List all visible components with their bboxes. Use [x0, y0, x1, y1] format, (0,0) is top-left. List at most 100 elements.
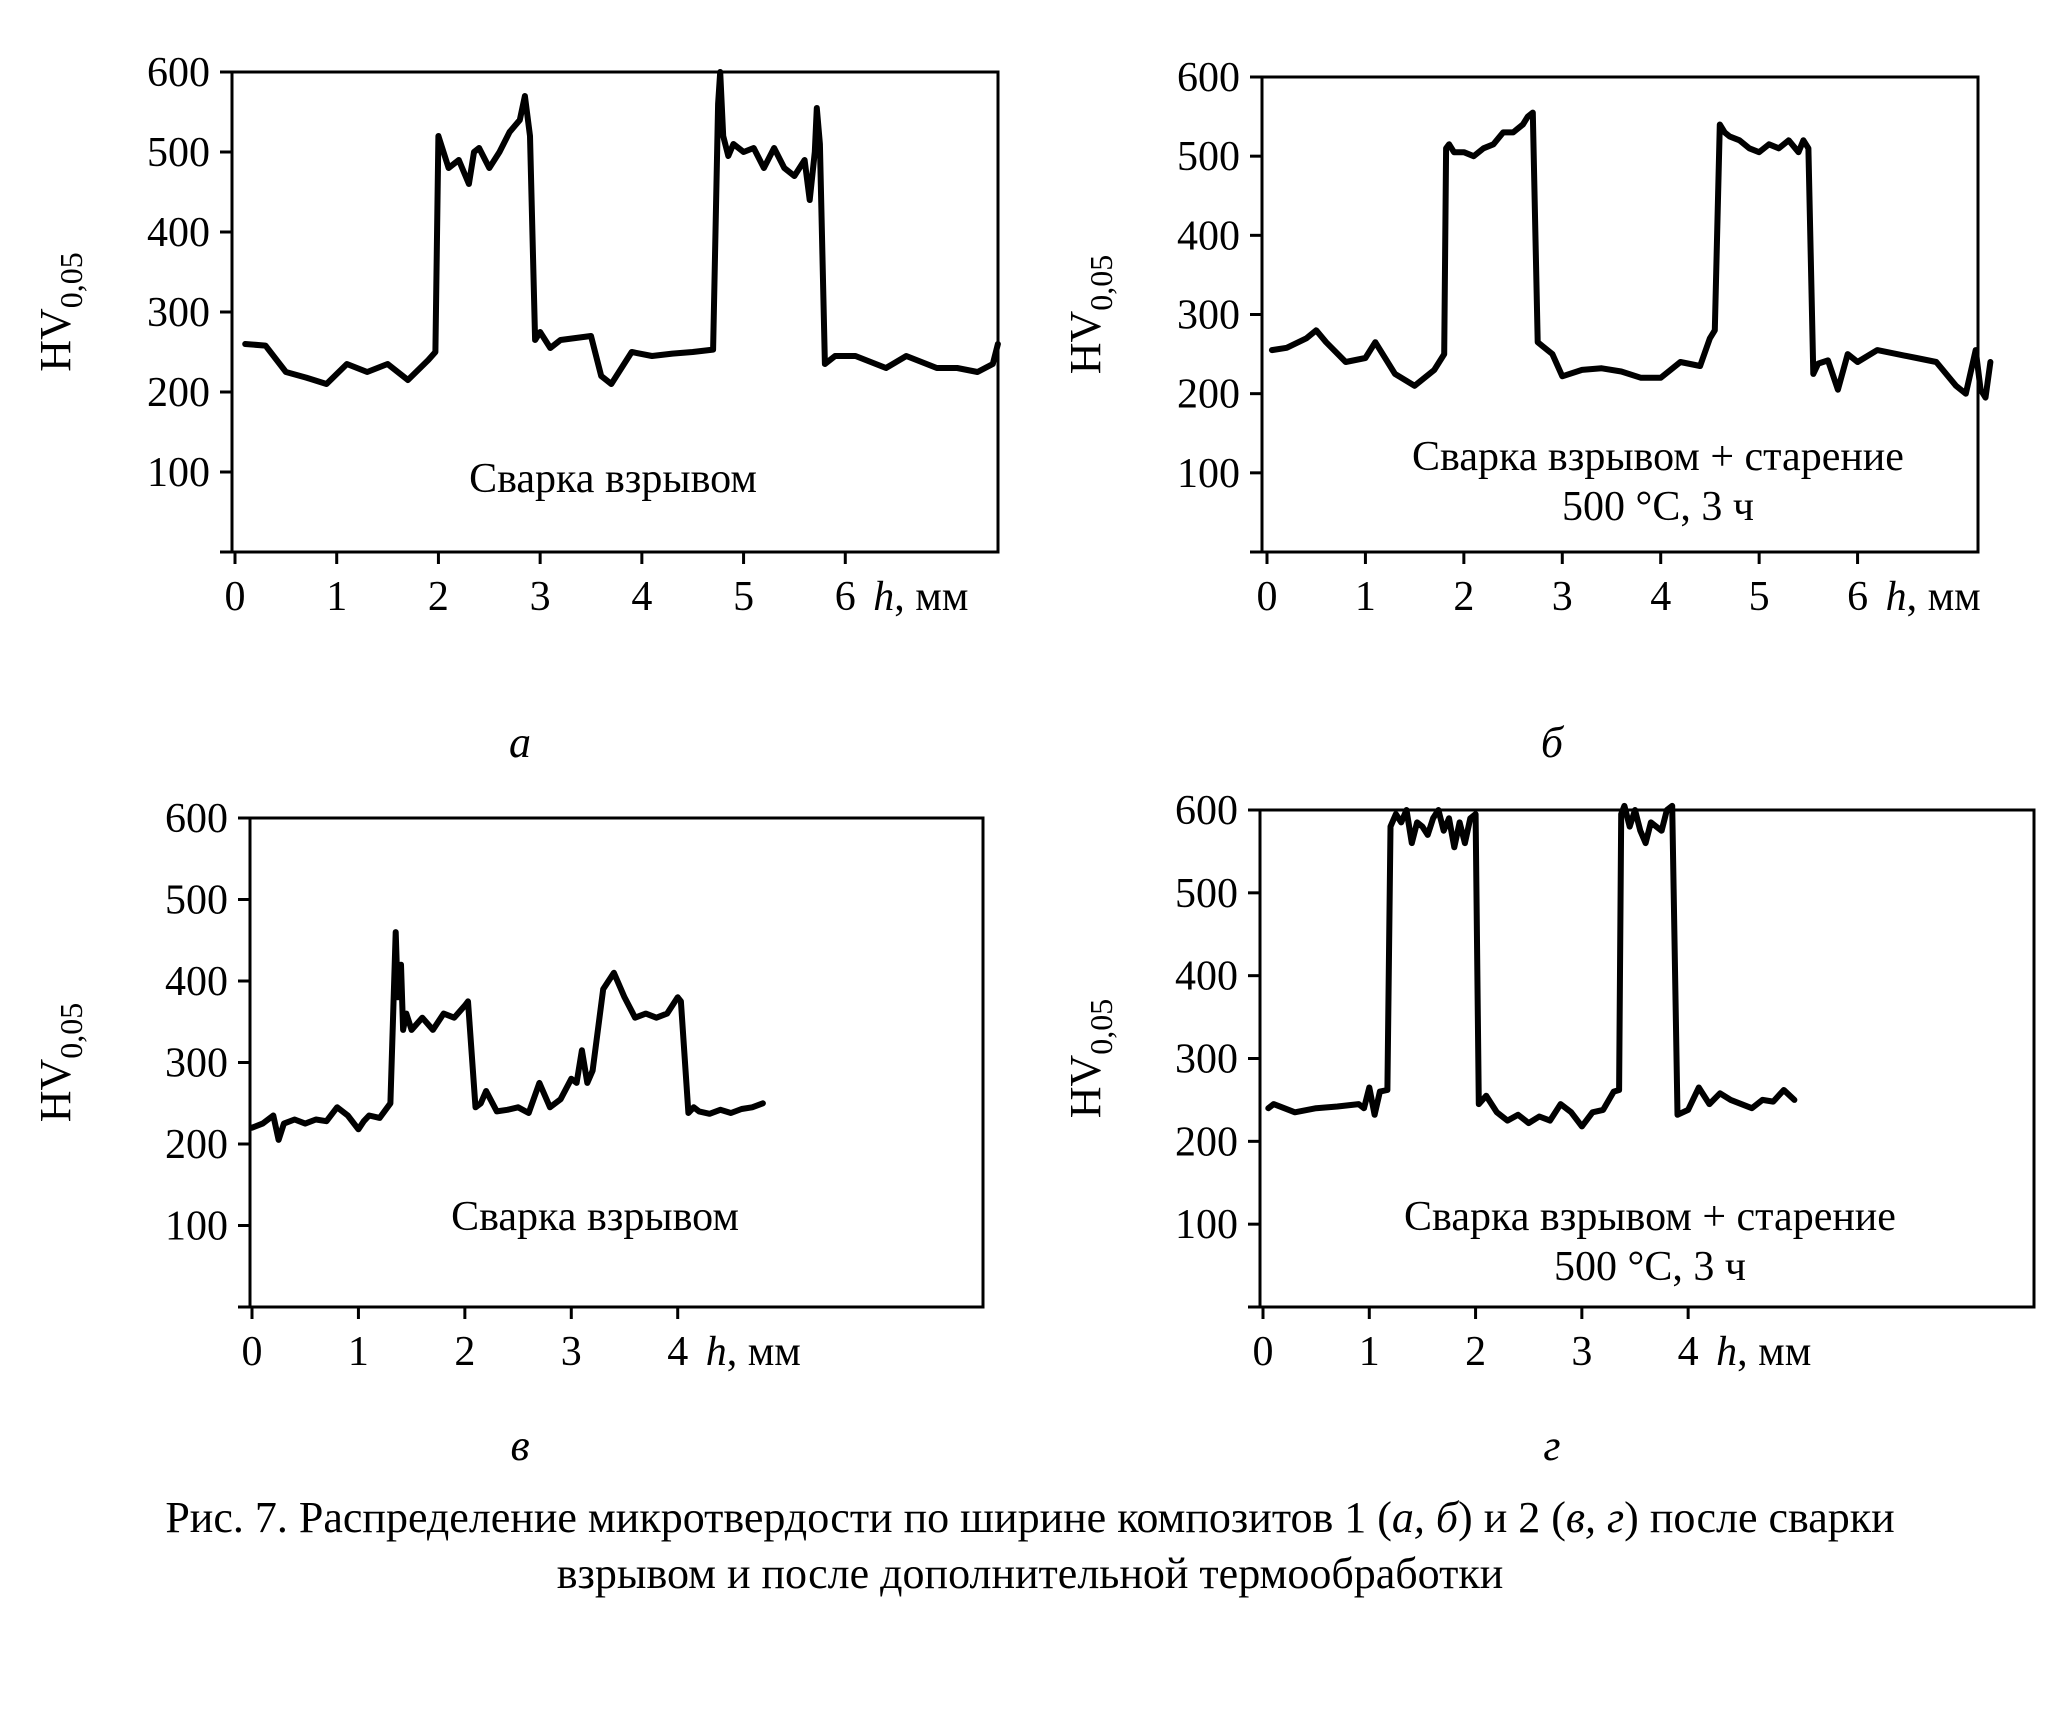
- hardness-profile-line: [1268, 109, 1994, 401]
- y-tick-label: 600: [1175, 788, 1238, 834]
- x-tick-label: 1: [1359, 1329, 1380, 1375]
- x-tick-label: 2: [454, 1329, 475, 1375]
- x-tick-label: 5: [1749, 574, 1770, 620]
- x-axis-label: h, мм: [873, 574, 968, 620]
- plot-annotation: 500 °С, 3 ч: [1554, 1244, 1746, 1290]
- y-tick-label: 600: [1177, 55, 1240, 101]
- y-tick-label: 200: [1177, 372, 1240, 418]
- y-tick-label: 100: [1177, 451, 1240, 497]
- x-tick-label: 0: [1257, 574, 1278, 620]
- panel-label: а: [509, 718, 531, 767]
- caption-line-1: Рис. 7. Распределение микротвердости по …: [0, 1490, 2060, 1546]
- y-axis-subscript: 0,05: [53, 252, 89, 308]
- x-axis-unit: , мм: [727, 1329, 801, 1375]
- y-tick-label: 500: [147, 130, 210, 176]
- x-tick-label: 0: [242, 1329, 263, 1375]
- x-axis-label: h, мм: [1886, 574, 1981, 620]
- x-tick-label: 1: [1355, 574, 1376, 620]
- y-tick-label: 100: [165, 1204, 228, 1250]
- x-axis-variable: h: [873, 574, 894, 620]
- y-axis-subscript: 0,05: [1083, 999, 1119, 1055]
- y-axis-main: HV: [31, 1059, 80, 1123]
- x-tick-label: 6: [1847, 574, 1868, 620]
- y-axis-main: HV: [31, 308, 80, 372]
- panel-label: г: [1543, 1421, 1560, 1470]
- x-axis-variable: h: [706, 1329, 727, 1375]
- y-tick-label: 200: [1175, 1119, 1238, 1165]
- y-axis-label: HV0,05: [1061, 255, 1119, 375]
- y-tick-label: 100: [147, 450, 210, 496]
- caption-panels-vg: в, г: [1565, 1493, 1625, 1542]
- y-axis-main: HV: [1061, 1055, 1110, 1119]
- y-tick-label: 100: [1175, 1202, 1238, 1248]
- caption-mid: ) и 2 (: [1458, 1493, 1566, 1542]
- hardness-profile-line: [249, 929, 766, 1143]
- y-tick-label: 400: [165, 959, 228, 1005]
- x-axis-label: h, мм: [1716, 1329, 1811, 1375]
- y-tick-label: 400: [1175, 954, 1238, 1000]
- panel-label: б: [1541, 718, 1565, 767]
- caption-suffix: ) после сварки: [1624, 1493, 1895, 1542]
- plot-annotation: Сварка взрывом + старение: [1404, 1194, 1896, 1240]
- x-tick-label: 2: [428, 574, 449, 620]
- caption-line-2: взрывом и после дополнительной термообра…: [556, 1549, 1504, 1598]
- x-tick-label: 0: [1253, 1329, 1274, 1375]
- y-axis-label: HV0,05: [31, 1003, 89, 1123]
- y-axis-main: HV: [1061, 311, 1110, 375]
- x-tick-label: 4: [1678, 1329, 1699, 1375]
- x-tick-label: 5: [733, 574, 754, 620]
- y-axis-subscript: 0,05: [53, 1003, 89, 1059]
- x-axis-label: h, мм: [706, 1329, 801, 1375]
- figure-caption: Рис. 7. Распределение микротвердости по …: [0, 1490, 2060, 1602]
- x-tick-label: 3: [1552, 574, 1573, 620]
- y-axis-label: HV0,05: [31, 252, 89, 372]
- x-tick-label: 2: [1465, 1329, 1486, 1375]
- y-tick-label: 200: [147, 370, 210, 416]
- x-axis-unit: , мм: [1907, 574, 1981, 620]
- plot-annotation: Сварка взрывом: [451, 1194, 739, 1240]
- y-tick-label: 300: [165, 1041, 228, 1087]
- x-tick-label: 3: [1571, 1329, 1592, 1375]
- x-tick-label: 1: [348, 1329, 369, 1375]
- plot-frame: [1260, 75, 1980, 554]
- y-tick-label: 300: [1175, 1037, 1238, 1083]
- x-tick-label: 4: [1650, 574, 1671, 620]
- x-axis-variable: h: [1716, 1329, 1737, 1375]
- x-axis-unit: , мм: [1737, 1329, 1811, 1375]
- x-axis-unit: , мм: [894, 574, 968, 620]
- plot-annotation: Сварка взрывом: [469, 456, 757, 502]
- y-axis-subscript: 0,05: [1083, 255, 1119, 311]
- x-axis-variable: h: [1886, 574, 1907, 620]
- plot-annotation: 500 °С, 3 ч: [1562, 484, 1754, 530]
- y-tick-label: 300: [147, 290, 210, 336]
- y-tick-label: 400: [1177, 213, 1240, 259]
- x-tick-label: 4: [631, 574, 652, 620]
- caption-prefix: Рис. 7. Распределение микротвердости по …: [165, 1493, 1392, 1542]
- y-tick-label: 500: [1175, 871, 1238, 917]
- x-tick-label: 3: [561, 1329, 582, 1375]
- y-tick-label: 300: [1177, 293, 1240, 339]
- x-tick-label: 6: [835, 574, 856, 620]
- y-tick-label: 400: [147, 210, 210, 256]
- y-tick-label: 500: [165, 878, 228, 924]
- x-tick-label: 3: [530, 574, 551, 620]
- x-tick-label: 1: [326, 574, 347, 620]
- hardness-profile-line: [1265, 802, 1798, 1130]
- panel-label: в: [510, 1421, 529, 1470]
- hardness-profile-line: [242, 69, 1001, 387]
- y-tick-label: 600: [165, 796, 228, 842]
- y-axis-label: HV0,05: [1061, 999, 1119, 1119]
- x-tick-label: 2: [1453, 574, 1474, 620]
- plot-annotation: Сварка взрывом + старение: [1412, 434, 1904, 480]
- y-tick-label: 200: [165, 1122, 228, 1168]
- x-tick-label: 0: [225, 574, 246, 620]
- y-tick-label: 500: [1177, 134, 1240, 180]
- x-tick-label: 4: [667, 1329, 688, 1375]
- y-tick-label: 600: [147, 50, 210, 96]
- caption-panels-ab: а, б: [1391, 1493, 1459, 1542]
